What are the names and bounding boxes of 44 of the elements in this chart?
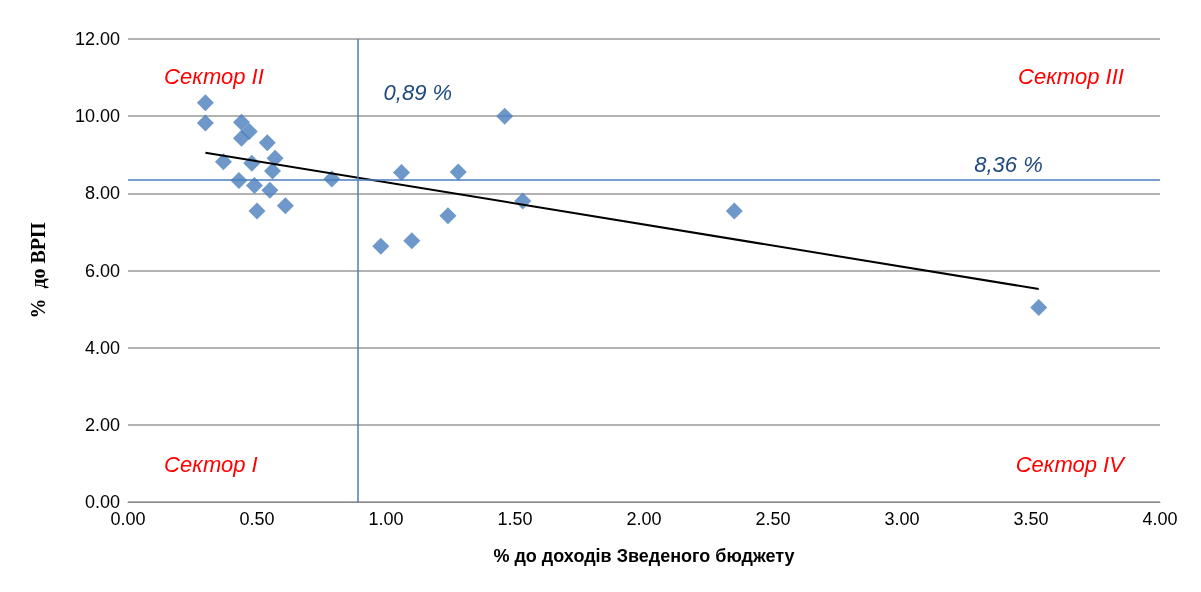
point [1030,299,1048,317]
y-tick-label: 4.00 [84,337,120,358]
annotation: Сектор I [164,452,258,478]
x-tick-label: 0.00 [110,509,146,529]
point [214,153,232,171]
x-tick-label: 0.50 [239,509,275,529]
x-tick-label: 2.00 [626,509,662,529]
x-tick-label: 1.00 [368,509,404,529]
point [263,162,281,180]
y-axis-title: % до ВРП [27,221,49,319]
x-tick-label: 3.50 [1013,509,1049,529]
point [245,177,263,195]
y-tick-label: 12.00 [74,29,120,49]
x-tick-label: 2.50 [755,509,791,529]
point [392,164,410,181]
point [372,237,390,255]
point [403,232,421,250]
point [233,129,251,147]
x-tick-label: 3.00 [884,509,920,529]
y-tick-label: 0.00 [84,492,120,512]
ref-line-label: 0,89 % [383,79,453,105]
annotation: Сектор II [164,63,264,89]
y-tick-label: 10.00 [74,106,120,127]
point [196,94,214,112]
point [496,107,514,125]
point [233,113,251,131]
x-tick-label: 1.50 [497,509,533,529]
y-tick-label: 6.00 [84,260,120,281]
point [261,181,279,199]
point [449,163,467,181]
point [725,202,743,220]
y-tick-label: 8.00 [84,183,120,204]
annotation: Сектор III [1018,63,1124,89]
point [248,202,266,220]
point [258,134,276,152]
point [266,149,284,167]
point [439,207,457,225]
ref-line-label: 8,36 % [974,151,1043,177]
x-axis-title: % до доходів Зведеного бюджету [493,546,795,566]
point [196,114,214,132]
point [276,197,294,215]
y-tick-label: 2.00 [84,414,120,435]
annotation: Сектор IV [1015,452,1127,478]
x-tick-label: 4.00 [1142,509,1178,529]
